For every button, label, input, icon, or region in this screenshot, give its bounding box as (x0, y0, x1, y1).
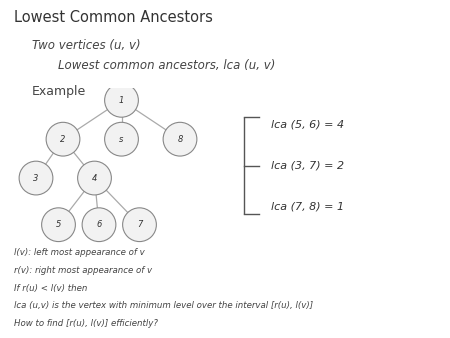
Ellipse shape (163, 122, 197, 156)
Text: 7: 7 (137, 220, 142, 229)
Text: l(v): left most appearance of v: l(v): left most appearance of v (14, 248, 144, 258)
Text: 5: 5 (56, 220, 61, 229)
Ellipse shape (19, 161, 53, 195)
Text: r(v): right most appearance of v: r(v): right most appearance of v (14, 266, 152, 275)
Ellipse shape (41, 208, 76, 242)
Text: Lowest common ancestors, lca (u, v): Lowest common ancestors, lca (u, v) (58, 59, 276, 72)
Text: s: s (119, 135, 124, 144)
Text: 3: 3 (33, 173, 39, 183)
Text: Two vertices (u, v): Two vertices (u, v) (32, 39, 140, 52)
Ellipse shape (104, 122, 139, 156)
Text: lca (5, 6) = 4: lca (5, 6) = 4 (271, 120, 344, 129)
Text: How to find [r(u), l(v)] efficiently?: How to find [r(u), l(v)] efficiently? (14, 319, 157, 328)
Text: 1: 1 (119, 96, 124, 105)
Text: 6: 6 (96, 220, 102, 229)
Ellipse shape (104, 83, 139, 117)
Text: lca (3, 7) = 2: lca (3, 7) = 2 (271, 161, 344, 171)
Text: Lowest Common Ancestors: Lowest Common Ancestors (14, 10, 212, 25)
Text: 2: 2 (60, 135, 66, 144)
Text: Example: Example (32, 84, 86, 97)
Ellipse shape (46, 122, 80, 156)
Text: lca (7, 8) = 1: lca (7, 8) = 1 (271, 202, 344, 212)
Text: If r(u) < l(v) then: If r(u) < l(v) then (14, 284, 87, 293)
Text: 4: 4 (92, 173, 97, 183)
Ellipse shape (82, 208, 116, 242)
Ellipse shape (77, 161, 112, 195)
Text: lca (u,v) is the vertex with minimum level over the interval [r(u), l(v)]: lca (u,v) is the vertex with minimum lev… (14, 301, 313, 310)
Ellipse shape (122, 208, 157, 242)
Text: 8: 8 (177, 135, 183, 144)
